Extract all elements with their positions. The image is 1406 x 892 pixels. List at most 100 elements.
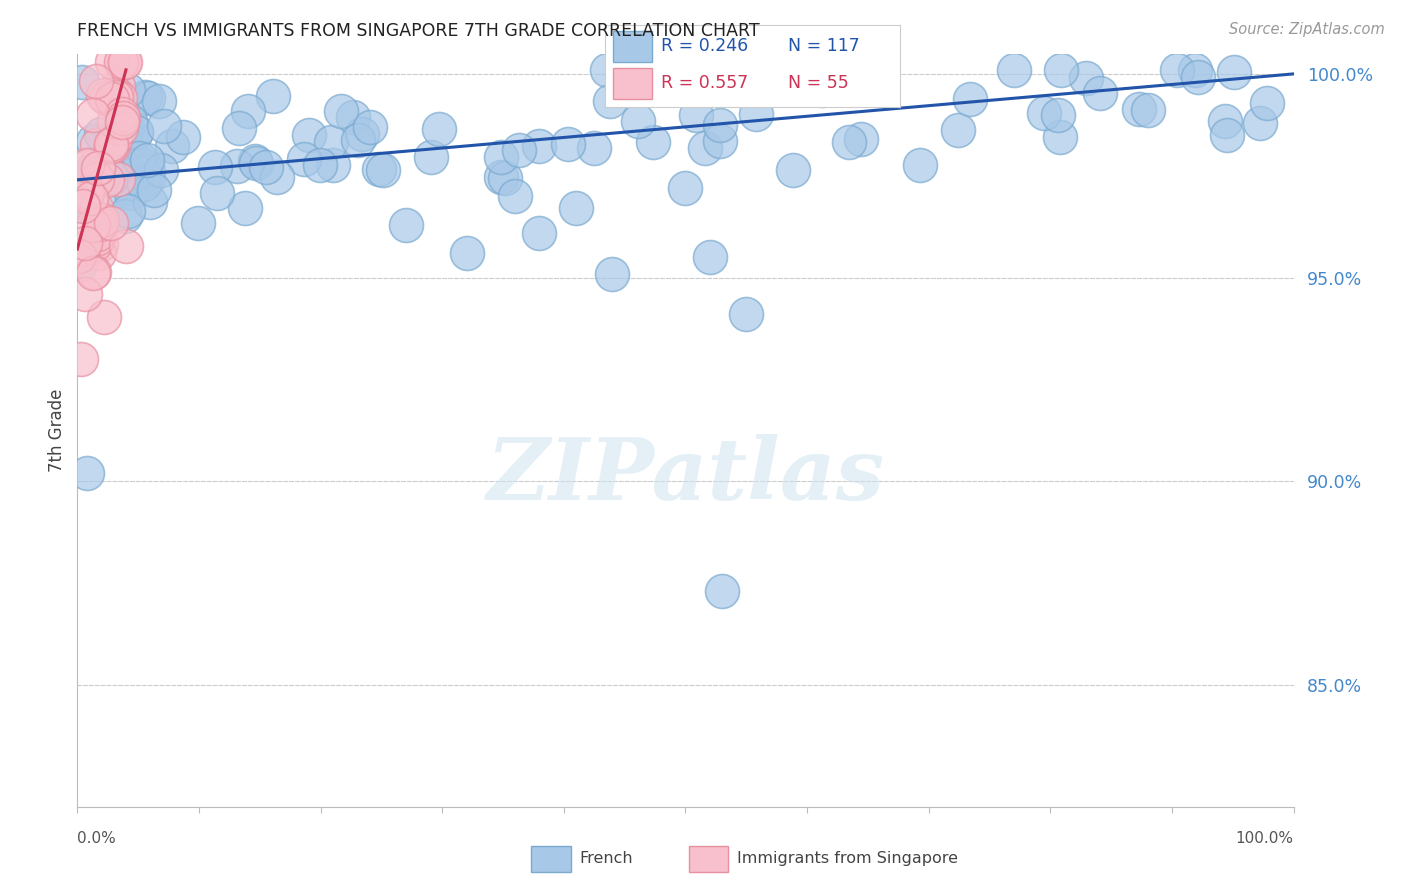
Point xyxy=(73,189,96,203)
Point xyxy=(121,171,143,186)
Point xyxy=(90,127,112,141)
Point xyxy=(120,186,142,200)
Point xyxy=(136,164,159,178)
Point xyxy=(685,108,707,122)
Point xyxy=(100,171,122,186)
Point xyxy=(910,158,932,172)
Point xyxy=(125,164,148,178)
Point xyxy=(100,136,122,151)
Point xyxy=(675,181,697,195)
Point xyxy=(90,212,112,227)
Point xyxy=(233,201,256,215)
Point xyxy=(108,183,131,197)
Point xyxy=(124,125,146,139)
Point xyxy=(489,169,512,184)
Point xyxy=(693,141,716,155)
Point xyxy=(76,199,98,213)
Point xyxy=(100,92,122,106)
Point xyxy=(565,202,588,216)
Point xyxy=(627,113,650,128)
Point xyxy=(709,118,731,132)
Point xyxy=(557,136,579,151)
Point xyxy=(329,103,352,118)
Point xyxy=(1187,70,1209,85)
Point xyxy=(319,135,342,149)
Point xyxy=(91,87,114,102)
Text: French: French xyxy=(579,852,633,866)
Point xyxy=(1223,65,1246,79)
Point xyxy=(76,158,98,172)
Point xyxy=(83,160,105,174)
Point xyxy=(368,162,391,177)
Point xyxy=(115,136,138,150)
Point xyxy=(80,191,103,205)
Text: N = 55: N = 55 xyxy=(787,74,848,92)
Point xyxy=(94,91,117,105)
Point xyxy=(810,82,832,96)
Point xyxy=(136,153,159,168)
Point xyxy=(1046,108,1069,122)
Point xyxy=(117,204,139,219)
Point xyxy=(849,132,872,146)
Point xyxy=(105,86,128,100)
Point xyxy=(115,127,138,141)
Point xyxy=(322,157,344,171)
Point xyxy=(86,172,108,186)
Point xyxy=(93,310,115,325)
Bar xyxy=(613,68,652,99)
Point xyxy=(100,139,122,153)
Point xyxy=(1090,87,1112,101)
Point xyxy=(103,113,125,128)
Point xyxy=(101,54,124,69)
Point xyxy=(121,161,143,175)
Point xyxy=(82,134,104,148)
Point xyxy=(187,216,209,230)
Point xyxy=(228,121,250,136)
Point xyxy=(76,185,98,199)
Point xyxy=(96,173,118,187)
Point xyxy=(128,151,150,165)
Point xyxy=(76,244,98,258)
Point xyxy=(744,107,766,121)
Point xyxy=(107,78,129,93)
Point xyxy=(136,171,159,186)
Point xyxy=(162,139,184,153)
Y-axis label: 7th Grade: 7th Grade xyxy=(48,389,66,472)
Point xyxy=(1184,62,1206,77)
Point xyxy=(69,352,91,367)
Point xyxy=(637,62,659,77)
Text: 0.0%: 0.0% xyxy=(77,831,117,846)
Point xyxy=(87,231,110,245)
Point xyxy=(90,237,112,252)
Point xyxy=(82,108,104,122)
Point xyxy=(709,134,731,148)
Point xyxy=(110,54,132,69)
Point xyxy=(671,81,693,95)
Point xyxy=(75,236,97,251)
Point xyxy=(83,265,105,279)
Point xyxy=(111,156,134,170)
Point xyxy=(204,160,226,174)
Point xyxy=(134,90,156,104)
Point xyxy=(86,137,108,152)
Point xyxy=(765,62,787,77)
Point xyxy=(245,156,267,170)
Point xyxy=(346,132,368,146)
Point xyxy=(596,62,619,77)
Point xyxy=(107,172,129,186)
Point xyxy=(150,163,173,178)
Point xyxy=(266,169,288,184)
Point xyxy=(527,138,550,153)
Point xyxy=(292,152,315,166)
Point xyxy=(100,216,122,230)
Point xyxy=(114,119,136,133)
Point xyxy=(120,134,142,148)
Text: 100.0%: 100.0% xyxy=(1236,831,1294,846)
Text: ZIPatlas: ZIPatlas xyxy=(486,434,884,517)
Point xyxy=(1166,62,1188,77)
Point xyxy=(946,122,969,136)
Point xyxy=(1256,95,1278,110)
Point xyxy=(139,194,162,209)
Point xyxy=(115,239,138,253)
Point xyxy=(298,128,321,142)
